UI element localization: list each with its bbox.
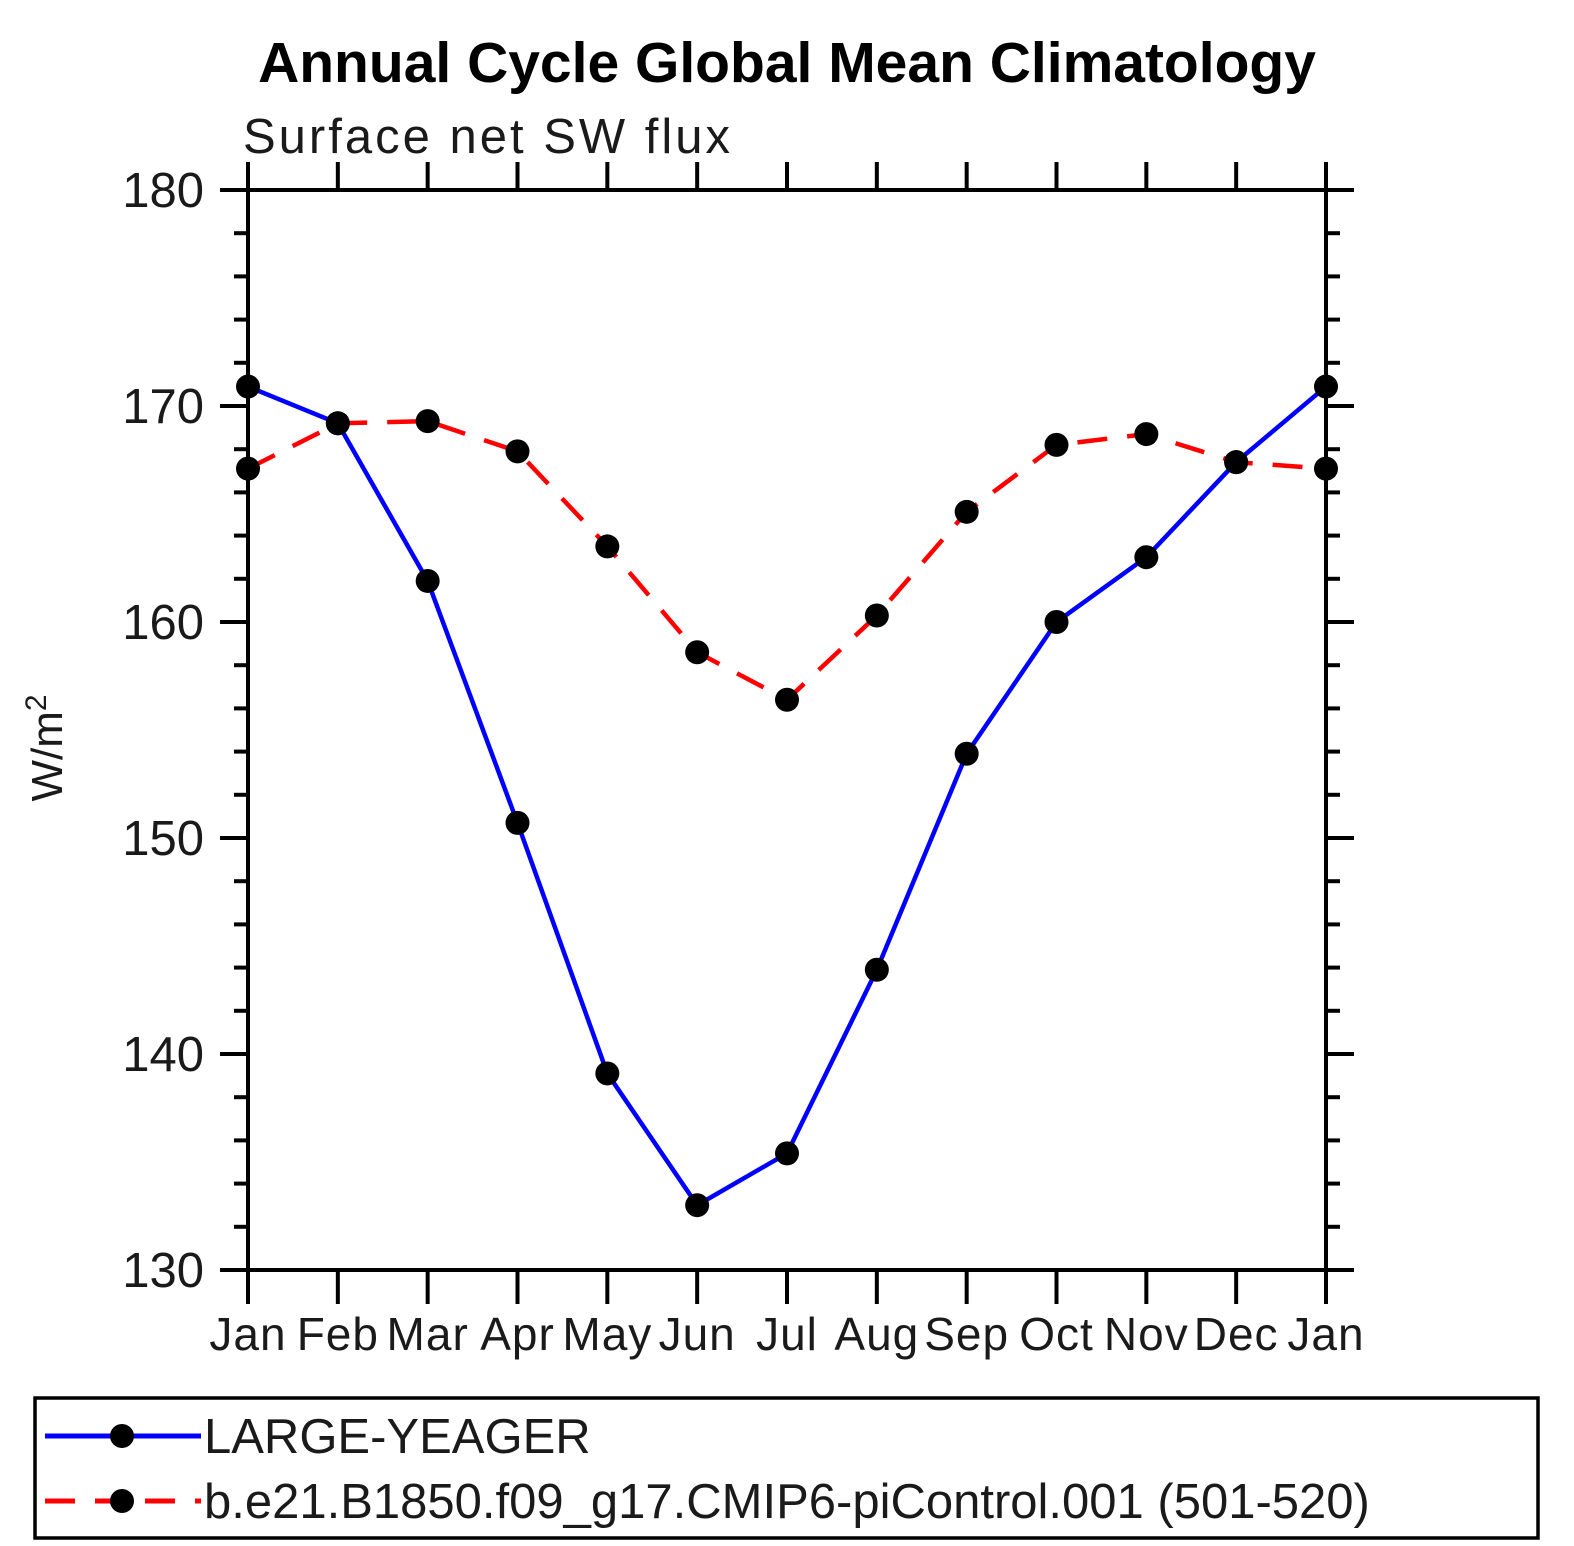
x-tick-label: Apr [480, 1308, 555, 1360]
y-tick-label: 170 [122, 380, 204, 434]
y-tick-label: 140 [122, 1028, 204, 1082]
x-tick-label: Dec [1194, 1308, 1279, 1360]
x-tick-label: Mar [387, 1308, 469, 1360]
y-tick-label: 150 [122, 812, 204, 866]
y-tick-label: 180 [122, 164, 204, 218]
data-point [1134, 422, 1159, 447]
y-axis-label: W/m2 [20, 694, 72, 801]
data-point [595, 534, 620, 559]
legend-label-picontrol: b.e21.B1850.f09_g17.CMIP6-piControl.001 … [204, 1475, 1370, 1529]
legend-box [33, 1396, 1540, 1540]
data-point [864, 957, 889, 982]
data-point [505, 439, 530, 464]
data-point [325, 411, 350, 436]
x-tick-label: Oct [1019, 1308, 1094, 1360]
data-point [864, 603, 889, 628]
x-tick-label: Jun [659, 1308, 736, 1360]
x-tick-label: May [562, 1308, 652, 1360]
data-point [685, 1193, 710, 1218]
data-point [1044, 610, 1069, 634]
data-point [685, 640, 710, 665]
legend-sample-marker [110, 1489, 134, 1513]
data-point [236, 374, 260, 399]
legend-label-large-yeager: LARGE-YEAGER [204, 1410, 591, 1464]
series-lines [236, 374, 1338, 1218]
data-point [236, 456, 260, 481]
data-point [1134, 545, 1159, 570]
x-tick-label: Jan [1287, 1308, 1364, 1360]
plot-border [246, 188, 1328, 1272]
data-point [1314, 456, 1338, 481]
y-tick-label: 160 [122, 596, 204, 650]
chart-subtitle: Surface net SW flux [243, 110, 733, 164]
legend-sample-marker [110, 1424, 134, 1448]
data-point [775, 687, 799, 712]
data-point [1044, 432, 1069, 457]
data-point [1224, 450, 1249, 475]
data-point [505, 810, 530, 835]
series-line-0 [247, 384, 1328, 1209]
legend: LARGE-YEAGER b.e21.B1850.f09_g17.CMIP6-p… [33, 1396, 1540, 1540]
data-point [415, 409, 440, 434]
x-tick-label: Jan [209, 1308, 286, 1360]
x-tick-label: Feb [297, 1308, 379, 1360]
series-line-1 [246, 418, 1327, 703]
x-tick-label: Nov [1104, 1308, 1189, 1360]
data-point [954, 741, 979, 766]
data-point [415, 568, 440, 593]
x-tick-label: Sep [924, 1308, 1009, 1360]
y-tick-label: 130 [122, 1244, 204, 1298]
data-point [595, 1061, 620, 1086]
x-tick-label: Jul [756, 1308, 818, 1360]
x-tick-label: Aug [834, 1308, 919, 1360]
data-point [775, 1141, 799, 1166]
chart-title: Annual Cycle Global Mean Climatology [258, 31, 1316, 95]
data-point [1314, 374, 1338, 399]
data-point [954, 499, 979, 524]
